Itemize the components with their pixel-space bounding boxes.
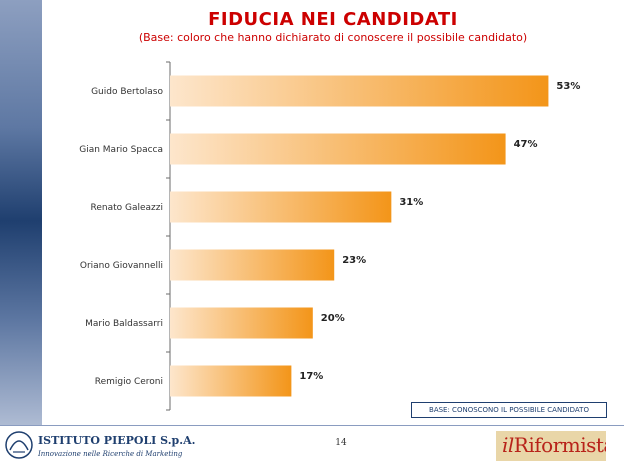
- riformista-logo-prefix: il: [502, 433, 514, 457]
- category-label: Remigio Ceroni: [95, 377, 163, 387]
- base-note: BASE: CONOSCONO IL POSSIBILE CANDIDATO: [411, 402, 607, 418]
- value-label: 23%: [342, 255, 366, 266]
- bar: [170, 249, 335, 281]
- bar: [170, 191, 392, 223]
- category-label: Mario Baldassarri: [85, 319, 163, 329]
- value-label: 20%: [321, 313, 345, 324]
- chart-subtitle: (Base: coloro che hanno dichiarato di co…: [138, 31, 528, 44]
- bar: [170, 133, 506, 165]
- istituto-piepoli-logo: ISTITUTO PIEPOLI S.p.A. Innovazione nell…: [4, 428, 196, 464]
- footer-divider: [0, 425, 624, 426]
- bar: [170, 75, 549, 107]
- riformista-logo-name: Riformista: [513, 433, 606, 457]
- chart-title: FIDUCIA NEI CANDIDATI: [208, 9, 458, 30]
- value-label: 47%: [514, 139, 538, 150]
- category-label: Gian Mario Spacca: [79, 145, 163, 155]
- bar: [170, 307, 313, 339]
- il-riformista-logo: ilRiformista: [496, 431, 606, 461]
- bar-chart: Guido Bertolaso 53% Gian Mario Spacca 47% Re…: [79, 61, 580, 411]
- category-label: Renato Galeazzi: [91, 203, 164, 213]
- page-number: 14: [335, 438, 347, 448]
- category-label: Guido Bertolaso: [91, 87, 163, 97]
- value-label: 53%: [556, 81, 580, 92]
- value-label: 31%: [399, 197, 423, 208]
- value-label: 17%: [299, 371, 323, 382]
- piepoli-logo-name: ISTITUTO PIEPOLI S.p.A.: [38, 434, 196, 447]
- category-label: Oriano Giovannelli: [80, 261, 163, 271]
- piepoli-logo-tagline: Innovazione nelle Ricerche di Marketing: [38, 450, 183, 458]
- piepoli-emblem-icon: [5, 431, 33, 459]
- bar: [170, 365, 292, 397]
- side-decorative-band: [0, 0, 42, 425]
